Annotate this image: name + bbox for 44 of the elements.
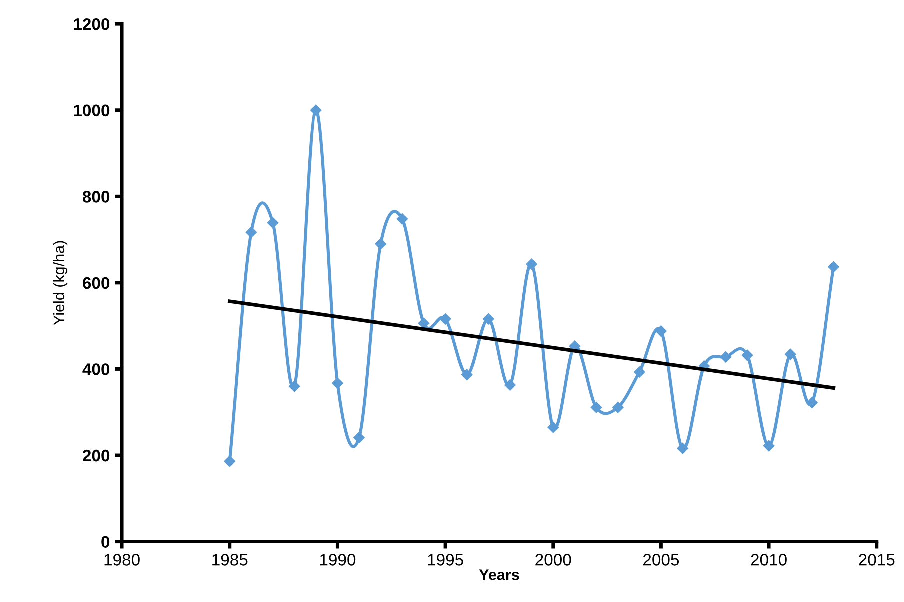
point [742,350,754,362]
point [332,378,344,390]
y-axis-title: Yield (kg/ha) [53,241,68,326]
point [246,226,258,238]
y-tick-label: 1200 [74,18,110,30]
y-tick-label: 0 [102,536,110,548]
point [720,352,732,363]
x-tick-label: 1980 [104,554,140,566]
point [548,422,559,434]
point [656,326,667,337]
x-tick-label: 2015 [859,554,895,566]
y-tick-label: 400 [82,364,110,376]
point [310,104,322,116]
y-tick-label: 600 [83,277,110,290]
x-axis-title: Years [479,570,520,580]
x-tick-label: 1990 [320,554,356,566]
point [396,213,408,225]
point [526,258,538,270]
point [288,380,300,392]
point [634,366,646,378]
point [375,238,386,250]
y-tick-label: 800 [82,191,110,203]
y-tick-label: 1000 [74,104,110,117]
y-tick-label: 200 [83,450,110,462]
x-tick-label: 1985 [212,554,248,566]
point [354,432,365,444]
x-tick-label: 2010 [751,554,787,566]
point [828,261,840,273]
point [418,318,430,330]
point [590,402,602,414]
point [763,440,775,452]
x-tick-label: 1995 [428,554,464,566]
x-tick-label: 2000 [536,554,572,566]
point [612,402,624,414]
point [462,369,473,380]
point [677,443,688,454]
point [504,380,516,391]
point [440,314,452,325]
x-tick-label: 2005 [644,554,680,566]
point [224,456,236,468]
point [267,217,279,229]
point [483,314,494,325]
point [806,397,818,408]
point [785,348,796,360]
